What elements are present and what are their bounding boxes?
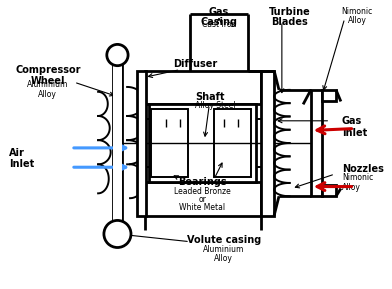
Text: Compressor
Wheel: Compressor Wheel [15, 65, 81, 86]
Bar [149, 104, 256, 182]
Text: Alloy Steel: Alloy Steel [195, 101, 236, 110]
Bar [323, 90, 336, 101]
Bar [145, 182, 261, 216]
Text: Air
Inlet: Air Inlet [9, 148, 34, 169]
Text: Leaded Bronze: Leaded Bronze [174, 187, 231, 196]
Bar [145, 71, 261, 104]
Text: Aluminium
Alloy: Aluminium Alloy [27, 80, 69, 99]
Bar [214, 109, 251, 177]
Bar [137, 71, 147, 216]
Text: Shaft: Shaft [195, 92, 224, 102]
Text: Gas
Inlet: Gas Inlet [342, 116, 367, 138]
Text: Nozzles: Nozzles [342, 164, 384, 174]
Text: Nimonic
Alloy: Nimonic Alloy [342, 173, 373, 192]
Text: White Metal: White Metal [180, 203, 226, 212]
Circle shape [107, 45, 128, 66]
Bar [113, 55, 122, 234]
Text: Cast Iron: Cast Iron [202, 20, 236, 29]
Circle shape [104, 221, 131, 247]
Text: Bearings: Bearings [178, 177, 227, 187]
Bar [151, 109, 188, 177]
Bar [311, 90, 323, 196]
Text: or: or [199, 195, 207, 204]
Text: Diffuser: Diffuser [174, 59, 218, 69]
Bar [323, 185, 336, 196]
Text: Volute casing: Volute casing [187, 235, 261, 245]
Bar [261, 71, 274, 216]
Text: Turbine
Blades: Turbine Blades [269, 7, 310, 27]
Text: Nimonic
Alloy: Nimonic Alloy [342, 7, 373, 25]
Text: Gas
Casing: Gas Casing [200, 7, 238, 27]
Text: Aluminium
Alloy: Aluminium Alloy [203, 244, 245, 263]
